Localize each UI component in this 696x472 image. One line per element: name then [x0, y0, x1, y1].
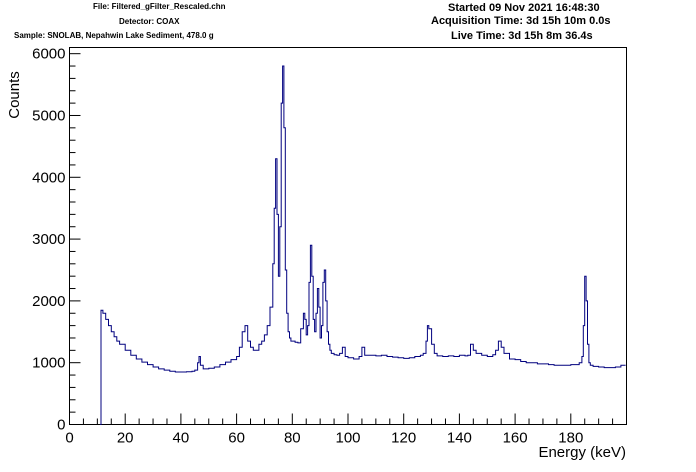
x-tick-label: 140 [447, 430, 472, 447]
x-axis-title: Energy (keV) [538, 444, 626, 461]
live-time-label: Live Time: 3d 15h 8m 36.4s [451, 30, 593, 42]
y-axis-title: Counts [6, 71, 23, 119]
x-tick-label: 80 [284, 430, 301, 447]
x-tick-label: 160 [503, 430, 528, 447]
y-tick-label: 6000 [32, 46, 65, 63]
axis-tick-labels: 0 20 40 60 80 100 120 140 160 180 0 1000 2000 3000 400… [32, 46, 583, 447]
y-tick-label: 5000 [32, 107, 65, 124]
start-time-label: Started 09 Nov 2021 16:48:30 [448, 2, 600, 14]
file-name-label: File: Filtered_gFilter_Rescaled.chn [93, 2, 226, 11]
x-tick-label: 100 [335, 430, 360, 447]
plot-frame [69, 47, 627, 425]
sample-label: Sample: SNOLAB, Nepahwin Lake Sediment, … [14, 31, 214, 40]
y-tick-label: 3000 [32, 231, 65, 248]
x-tick-label: 40 [173, 430, 190, 447]
x-tick-label: 60 [228, 430, 245, 447]
y-tick-label: 0 [57, 417, 65, 434]
spectrum-series-line [100, 65, 626, 425]
detector-label: Detector: COAX [119, 17, 180, 26]
axis-ticks [69, 53, 627, 425]
y-tick-label: 2000 [32, 293, 65, 310]
x-tick-label: 120 [391, 430, 416, 447]
x-tick-label: 180 [558, 430, 583, 447]
y-tick-label: 4000 [32, 169, 65, 186]
acquisition-time-label: Acquisition Time: 3d 15h 10m 0.0s [431, 15, 611, 27]
y-tick-label: 1000 [32, 355, 65, 372]
x-tick-label: 0 [65, 430, 73, 447]
x-tick-label: 20 [117, 430, 134, 447]
